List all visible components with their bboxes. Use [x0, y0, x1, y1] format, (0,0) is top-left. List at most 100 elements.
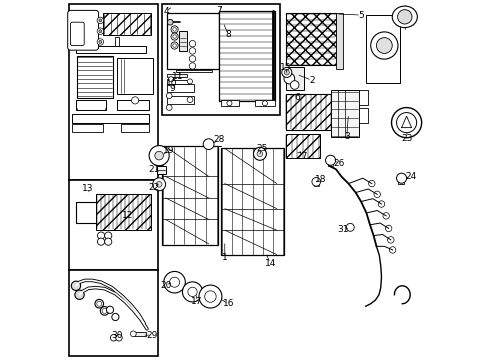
Circle shape — [284, 73, 294, 84]
Circle shape — [391, 108, 421, 138]
Circle shape — [368, 180, 374, 187]
Bar — [76, 45, 145, 53]
Circle shape — [152, 178, 165, 191]
Circle shape — [97, 28, 103, 35]
Bar — [359, 108, 367, 123]
Circle shape — [199, 285, 222, 308]
Circle shape — [97, 39, 103, 45]
Text: 31: 31 — [337, 225, 348, 234]
Circle shape — [187, 79, 192, 84]
Circle shape — [156, 181, 162, 187]
Text: 1: 1 — [222, 253, 227, 262]
Circle shape — [110, 334, 117, 341]
Bar — [330, 90, 359, 137]
Circle shape — [182, 282, 202, 302]
Bar — [285, 13, 335, 65]
Bar — [96, 194, 151, 230]
Bar — [72, 114, 149, 123]
Circle shape — [189, 41, 195, 47]
Bar — [69, 180, 158, 270]
Circle shape — [226, 101, 231, 106]
Bar — [167, 80, 188, 84]
Bar — [162, 146, 217, 244]
Text: 5: 5 — [357, 10, 363, 19]
Bar — [359, 90, 367, 105]
Bar — [397, 180, 404, 184]
Circle shape — [171, 33, 178, 40]
Text: 20: 20 — [160, 280, 171, 289]
Circle shape — [104, 232, 112, 239]
Bar — [285, 67, 303, 90]
Circle shape — [166, 105, 172, 111]
Text: 29: 29 — [146, 331, 157, 340]
Bar — [121, 125, 149, 132]
Circle shape — [112, 314, 119, 320]
Text: 11: 11 — [172, 72, 183, 81]
Text: 15: 15 — [280, 63, 291, 72]
Circle shape — [387, 237, 393, 243]
Circle shape — [106, 306, 113, 314]
Text: 10: 10 — [166, 79, 178, 88]
Text: 25: 25 — [256, 144, 267, 153]
Bar — [76, 202, 110, 223]
Text: 13: 13 — [81, 184, 93, 193]
Bar — [285, 94, 332, 130]
Bar — [162, 4, 280, 116]
Bar — [156, 166, 165, 174]
Text: 22: 22 — [148, 183, 160, 192]
Circle shape — [204, 291, 216, 302]
Bar — [115, 37, 119, 47]
Circle shape — [325, 155, 335, 165]
Circle shape — [102, 309, 107, 314]
Circle shape — [396, 173, 406, 183]
Circle shape — [104, 238, 112, 245]
Text: 8: 8 — [225, 30, 231, 39]
Circle shape — [385, 225, 391, 231]
Text: 4: 4 — [163, 7, 169, 16]
Bar — [176, 69, 212, 72]
Circle shape — [396, 113, 416, 133]
Circle shape — [378, 201, 384, 207]
Circle shape — [100, 307, 109, 315]
Ellipse shape — [391, 6, 416, 28]
Text: 2: 2 — [308, 76, 314, 85]
Circle shape — [97, 17, 103, 24]
Bar — [69, 270, 158, 356]
Text: 14: 14 — [264, 259, 275, 268]
Circle shape — [166, 93, 172, 99]
Circle shape — [155, 151, 163, 160]
Bar — [117, 58, 153, 94]
Circle shape — [167, 19, 173, 25]
Circle shape — [130, 331, 136, 337]
Bar — [102, 13, 151, 35]
Circle shape — [311, 177, 320, 186]
Bar — [327, 161, 333, 166]
Bar — [133, 332, 145, 336]
Circle shape — [253, 147, 266, 160]
Circle shape — [169, 277, 179, 287]
Circle shape — [290, 81, 298, 89]
Circle shape — [97, 301, 102, 306]
Circle shape — [187, 287, 197, 297]
Text: 19: 19 — [163, 146, 175, 155]
Text: 21: 21 — [148, 166, 160, 175]
Circle shape — [168, 77, 173, 82]
Circle shape — [382, 213, 388, 219]
Circle shape — [131, 97, 139, 104]
Text: 24: 24 — [404, 172, 415, 181]
Bar — [167, 96, 194, 104]
Text: 9: 9 — [169, 84, 175, 93]
Bar — [167, 13, 219, 69]
Text: 17: 17 — [190, 297, 202, 306]
Bar — [313, 183, 319, 186]
Text: 7: 7 — [216, 6, 222, 15]
Circle shape — [95, 300, 103, 308]
Circle shape — [149, 145, 169, 166]
Circle shape — [257, 151, 262, 157]
Bar — [72, 125, 102, 132]
Circle shape — [376, 38, 391, 53]
Circle shape — [284, 70, 289, 75]
FancyBboxPatch shape — [67, 10, 99, 50]
Circle shape — [388, 247, 395, 253]
Text: 27: 27 — [296, 152, 307, 161]
